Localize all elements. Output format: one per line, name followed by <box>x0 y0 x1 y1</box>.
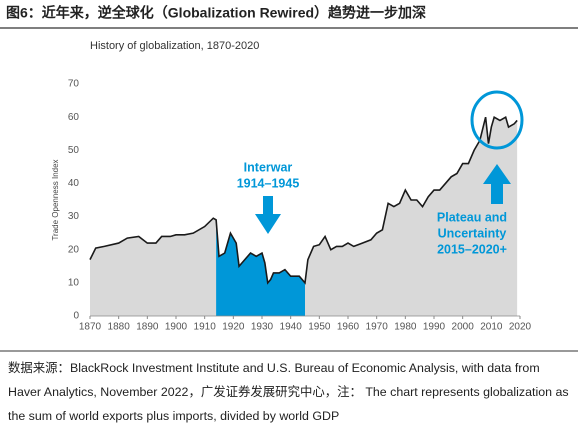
x-tick-label: 1930 <box>251 322 274 333</box>
y-tick-label: 40 <box>68 178 80 189</box>
y-tick-label: 20 <box>68 244 80 255</box>
highlight-area <box>216 219 305 316</box>
y-tick-label: 0 <box>73 311 79 322</box>
x-tick-label: 2020 <box>509 322 532 333</box>
x-tick-label: 1910 <box>194 322 217 333</box>
annotation: Interwar <box>244 160 293 174</box>
annotation: 1914–1945 <box>237 176 300 190</box>
y-tick-label: 30 <box>68 211 80 222</box>
y-tick-label: 10 <box>68 277 80 288</box>
x-tick-label: 1940 <box>280 322 303 333</box>
arrow-down <box>255 196 281 234</box>
annotation: Uncertainty <box>438 226 507 240</box>
annotation: 2015–2020+ <box>437 242 507 256</box>
area <box>90 117 518 317</box>
x-tick-label: 1900 <box>165 322 188 333</box>
y-tick-label: 70 <box>68 79 80 90</box>
y-axis-label: Trade Openness Index <box>51 159 60 240</box>
x-tick-label: 1870 <box>79 322 102 333</box>
x-tick-label: 1960 <box>337 322 360 333</box>
figure-title: 图6：近年来，逆全球化（Globalization Rewired）趋势进一步加… <box>6 5 426 21</box>
y-tick-label: 50 <box>68 145 80 156</box>
x-tick-label: 1980 <box>394 322 417 333</box>
chart: 图6：近年来，逆全球化（Globalization Rewired）趋势进一步加… <box>0 5 578 352</box>
x-tick-label: 2000 <box>452 322 475 333</box>
x-tick-label: 1920 <box>222 322 245 333</box>
x-tick-label: 1970 <box>366 322 389 333</box>
footer-text: 数据来源：BlackRock Investment Institute and … <box>8 361 569 423</box>
x-tick-label: 1880 <box>108 322 131 333</box>
highlight-circle <box>470 90 524 150</box>
x-tick-label: 1950 <box>308 322 331 333</box>
x-tick-label: 2010 <box>480 322 503 333</box>
x-tick-label: 1990 <box>423 322 446 333</box>
annotation: Plateau and <box>437 210 507 224</box>
y-tick-label: 60 <box>68 112 80 123</box>
chart-title: History of globalization, 1870-2020 <box>90 40 259 52</box>
arrow-up <box>483 164 511 204</box>
line <box>89 115 518 285</box>
x-tick-label: 1890 <box>136 322 159 333</box>
